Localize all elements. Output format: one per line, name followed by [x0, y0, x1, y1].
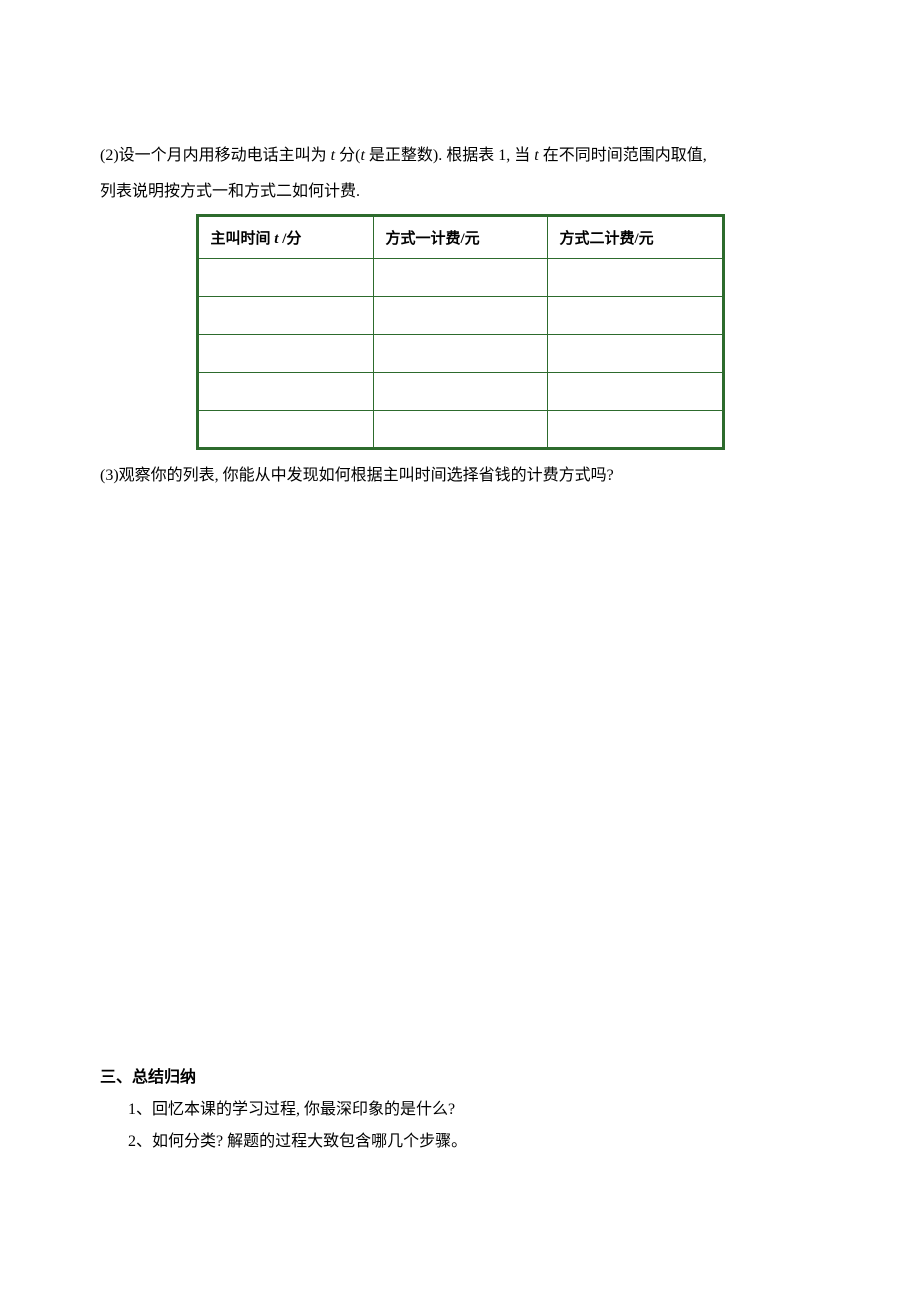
table-cell	[197, 335, 373, 373]
q2-suffix: 在不同时间范围内取值,	[539, 147, 707, 164]
table-cell	[373, 335, 547, 373]
table-body	[197, 259, 723, 449]
table-row	[197, 335, 723, 373]
table-cell	[197, 297, 373, 335]
table-cell	[373, 297, 547, 335]
blank-workspace	[100, 492, 820, 1062]
header-col2: 方式一计费/元	[373, 216, 547, 259]
table-header-row: 主叫时间 t /分 方式一计费/元 方式二计费/元	[197, 216, 723, 259]
table-cell	[547, 259, 723, 297]
table-cell	[547, 373, 723, 411]
header-col1-suffix: /分	[278, 231, 301, 247]
summary-item-1: 1、回忆本课的学习过程, 你最深印象的是什么?	[100, 1094, 820, 1126]
table-cell	[547, 411, 723, 449]
question-2-paragraph: (2)设一个月内用移动电话主叫为 t 分(t 是正整数). 根据表 1, 当 t…	[100, 140, 820, 172]
summary-section-header: 三、总结归纳	[100, 1062, 820, 1094]
table-cell	[373, 259, 547, 297]
header-col1-prefix: 主叫时间	[211, 231, 275, 247]
summary-item-2: 2、如何分类? 解题的过程大致包含哪几个步骤。	[100, 1126, 820, 1158]
table-row	[197, 297, 723, 335]
table-cell	[197, 411, 373, 449]
table-cell	[547, 297, 723, 335]
table-cell	[373, 411, 547, 449]
table-row	[197, 259, 723, 297]
table-cell	[197, 373, 373, 411]
q2-prefix: (2)设一个月内用移动电话主叫为	[100, 147, 331, 164]
billing-table: 主叫时间 t /分 方式一计费/元 方式二计费/元	[196, 214, 725, 450]
header-col1: 主叫时间 t /分	[197, 216, 373, 259]
table-cell	[373, 373, 547, 411]
billing-table-container: 主叫时间 t /分 方式一计费/元 方式二计费/元	[100, 214, 820, 450]
q2-mid1: 分(	[335, 147, 360, 164]
table-row	[197, 411, 723, 449]
header-col3: 方式二计费/元	[547, 216, 723, 259]
question-2-line2: 列表说明按方式一和方式二如何计费.	[100, 176, 820, 208]
table-cell	[547, 335, 723, 373]
table-row	[197, 373, 723, 411]
q2-mid2: 是正整数). 根据表 1, 当	[365, 147, 534, 164]
table-cell	[197, 259, 373, 297]
question-3-text: (3)观察你的列表, 你能从中发现如何根据主叫时间选择省钱的计费方式吗?	[100, 460, 820, 492]
